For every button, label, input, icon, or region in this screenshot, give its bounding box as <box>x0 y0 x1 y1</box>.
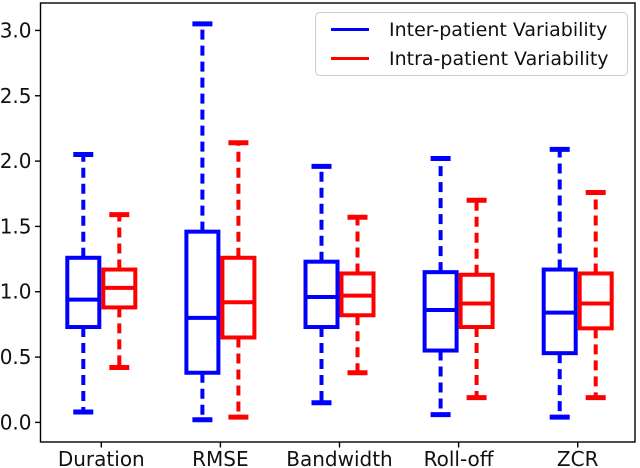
y-tick-label: 3.0 <box>0 18 32 42</box>
legend-item-intra-patient: Intra-patient Variability <box>331 44 627 73</box>
box-intra-ZCR <box>577 271 614 331</box>
y-tick-label: 1.0 <box>0 280 32 304</box>
y-tick-label: 1.5 <box>0 214 32 238</box>
legend-line-sample-red <box>331 57 369 60</box>
legend-label-intra-patient: Intra-patient Variability <box>389 47 609 70</box>
box-intra-RMSE <box>220 255 257 340</box>
y-tick-label: 2.5 <box>0 84 32 108</box>
x-axis-label: ZCR <box>557 447 599 468</box>
plot-area <box>39 2 636 443</box>
legend: Inter-patient Variability Intra-patient … <box>315 12 628 76</box>
x-axis-label: Duration <box>58 447 145 468</box>
x-axis-label: Roll-off <box>424 447 495 468</box>
legend-label-inter-patient: Inter-patient Variability <box>389 18 608 41</box>
x-axis-label: Bandwidth <box>286 447 392 468</box>
legend-item-inter-patient: Inter-patient Variability <box>331 15 627 44</box>
y-tick-label: 2.0 <box>0 149 32 173</box>
box-intra-Roll-off <box>458 272 495 330</box>
box-inter-Duration <box>65 255 102 330</box>
legend-line-sample-blue <box>331 28 369 31</box>
y-tick-label: 0.0 <box>0 410 32 434</box>
box-inter-RMSE <box>184 229 221 375</box>
y-tick-label: 0.5 <box>0 345 32 369</box>
x-axis-label: RMSE <box>192 447 248 468</box>
box-inter-Bandwidth <box>303 259 340 330</box>
